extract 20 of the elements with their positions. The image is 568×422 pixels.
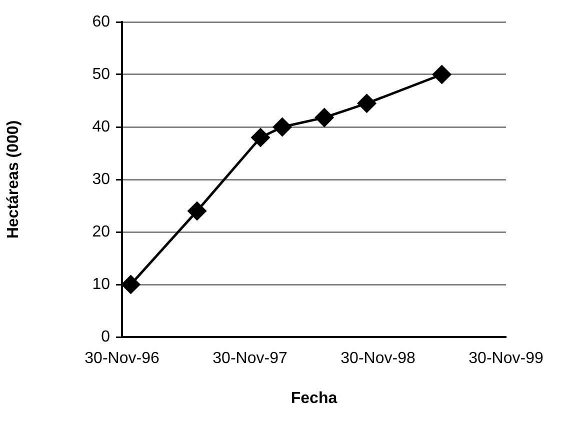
point	[122, 275, 140, 294]
point	[432, 65, 452, 84]
y-tick-label: 30	[92, 170, 110, 188]
y-tick-label: 10	[92, 276, 110, 293]
point	[315, 108, 334, 127]
x-tick-label: 30-Nov-96	[84, 350, 160, 368]
point	[251, 128, 270, 147]
y-tick-label: 60	[92, 13, 110, 30]
y-axis-title: Hectáreas (000)	[5, 120, 22, 239]
y-tick-label: 50	[92, 66, 110, 83]
y-tick-label: 20	[92, 223, 110, 240]
x-tick-label: 30-Nov-98	[340, 350, 416, 368]
point	[273, 118, 292, 136]
point	[358, 94, 376, 113]
x-axis-title: Fecha	[290, 390, 338, 407]
point	[188, 202, 206, 220]
x-tick-label: 30-Nov-97	[212, 350, 288, 368]
y-tick-label: 0	[101, 328, 110, 346]
x-tick-label: 30-Nov-99	[468, 350, 544, 368]
y-tick-label: 40	[92, 118, 110, 136]
